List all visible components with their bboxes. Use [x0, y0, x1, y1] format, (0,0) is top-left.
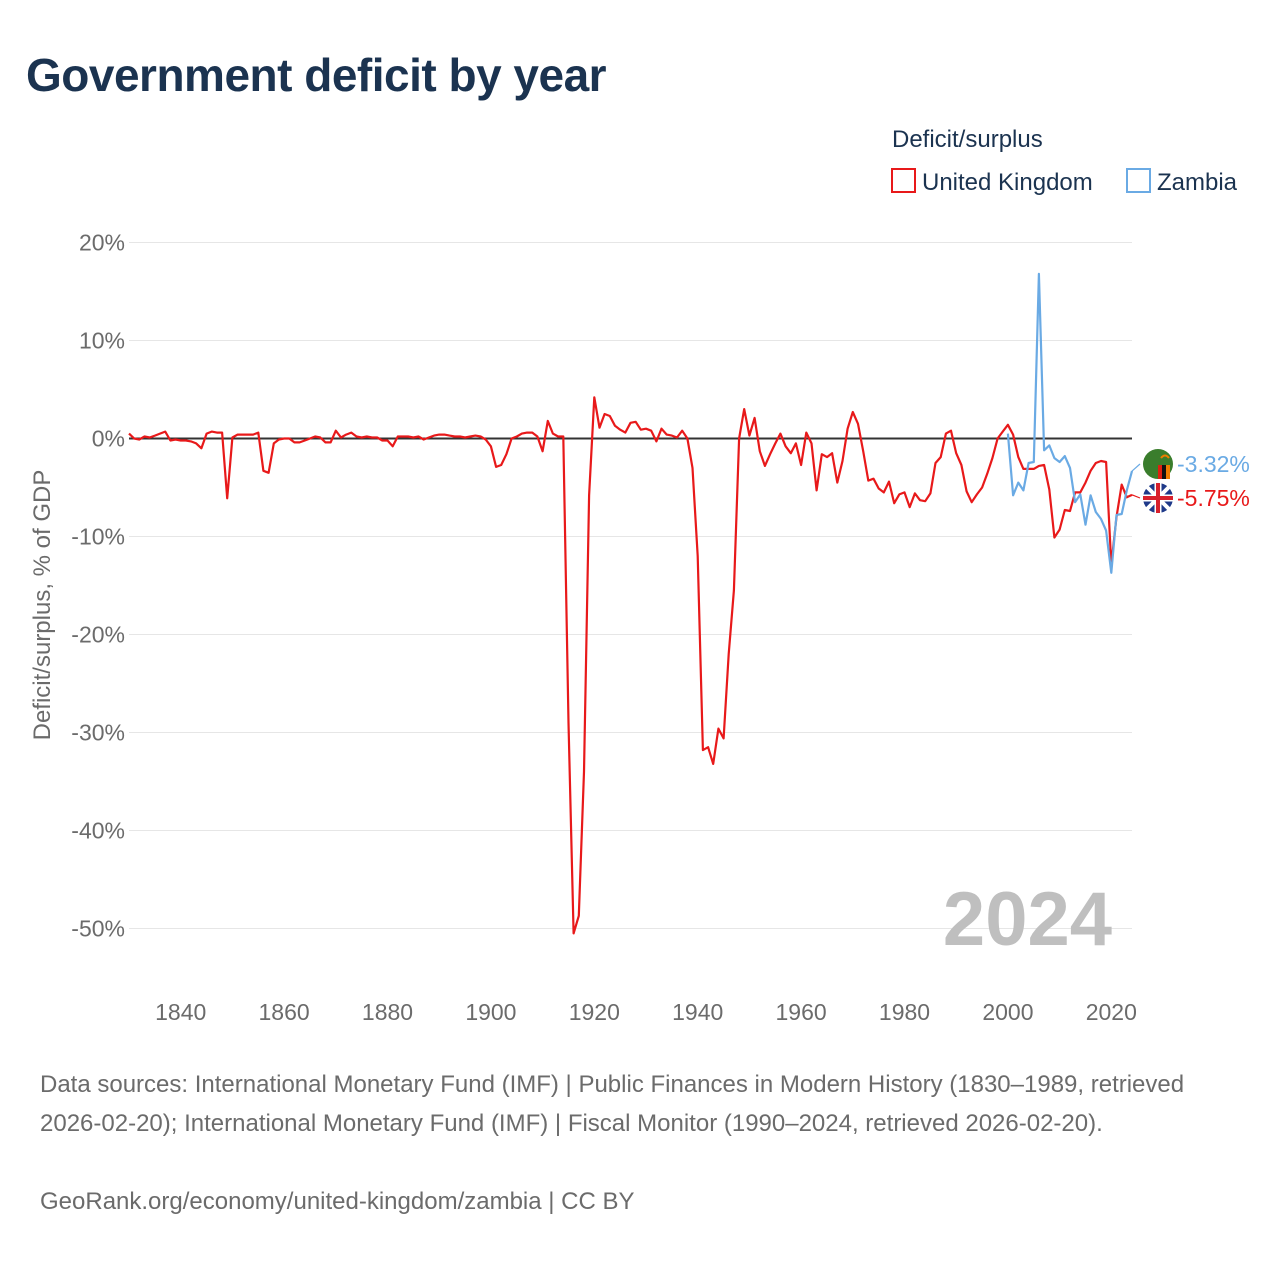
zambia-line — [1006, 272, 1134, 574]
flag-eagle — [1160, 454, 1170, 459]
united-kingdom-legend-swatch — [891, 168, 916, 193]
y-tick-label: 10% — [79, 328, 125, 354]
united-kingdom-connector — [1131, 494, 1141, 499]
series-lines — [128, 272, 1134, 935]
x-tick-label: 1980 — [879, 999, 930, 1025]
zambia-end-value: -3.32% — [1177, 451, 1250, 477]
gridlines — [129, 242, 1132, 929]
y-tick-label: -50% — [71, 916, 125, 942]
credit-link[interactable]: GeoRank.org/economy/united-kingdom/zambi… — [40, 1188, 635, 1215]
united-kingdom-flag-icon — [1143, 483, 1173, 513]
y-tick-label: -20% — [71, 622, 125, 648]
zambia-legend-swatch — [1126, 168, 1151, 193]
x-tick-label: 1880 — [362, 999, 413, 1025]
x-tick-label: 2020 — [1086, 999, 1137, 1025]
x-tick-label: 2000 — [982, 999, 1033, 1025]
y-tick-label: -10% — [71, 524, 125, 550]
chart-area: Deficit/surplus United Kingdom Zambia 20%… — [29, 126, 1250, 1025]
y-axis-label: Deficit/surplus, % of GDP — [29, 470, 56, 741]
y-tick-label: 20% — [79, 230, 125, 256]
united-kingdom-line — [128, 396, 1133, 935]
y-tick-label: -40% — [71, 818, 125, 844]
legend-title: Deficit/surplus — [892, 126, 1043, 153]
x-axis: 1840 1860 1880 1900 1920 1940 1960 1980 2000 2020 — [155, 999, 1137, 1025]
x-tick-label: 1940 — [672, 999, 723, 1025]
data-sources: Data sources: International Monetary Fun… — [40, 1071, 1185, 1137]
zambia-connector — [1131, 463, 1141, 472]
y-tick-label: -30% — [71, 720, 125, 746]
x-tick-label: 1860 — [259, 999, 310, 1025]
end-markers: -5.75% -3.32% — [1131, 449, 1250, 513]
y-tick-label: 0% — [92, 426, 125, 452]
x-tick-label: 1960 — [776, 999, 827, 1025]
year-watermark: 2024 — [943, 877, 1112, 962]
flag-stripe — [1158, 465, 1162, 479]
x-tick-label: 1900 — [465, 999, 516, 1025]
flag-stripe — [1166, 465, 1170, 479]
y-axis: 20% 10% 0% -10% -20% -30% -40% -50% — [71, 230, 125, 942]
united-kingdom-legend-label[interactable]: United Kingdom — [922, 169, 1093, 196]
zambia-flag-icon — [1143, 449, 1173, 479]
legend: United Kingdom Zambia — [891, 168, 1238, 196]
chart-title: Government deficit by year — [26, 49, 607, 101]
zambia-legend-label[interactable]: Zambia — [1157, 169, 1238, 196]
united-kingdom-end-value: -5.75% — [1177, 485, 1250, 511]
flag-stripe — [1162, 465, 1166, 479]
x-tick-label: 1840 — [155, 999, 206, 1025]
x-tick-label: 1920 — [569, 999, 620, 1025]
